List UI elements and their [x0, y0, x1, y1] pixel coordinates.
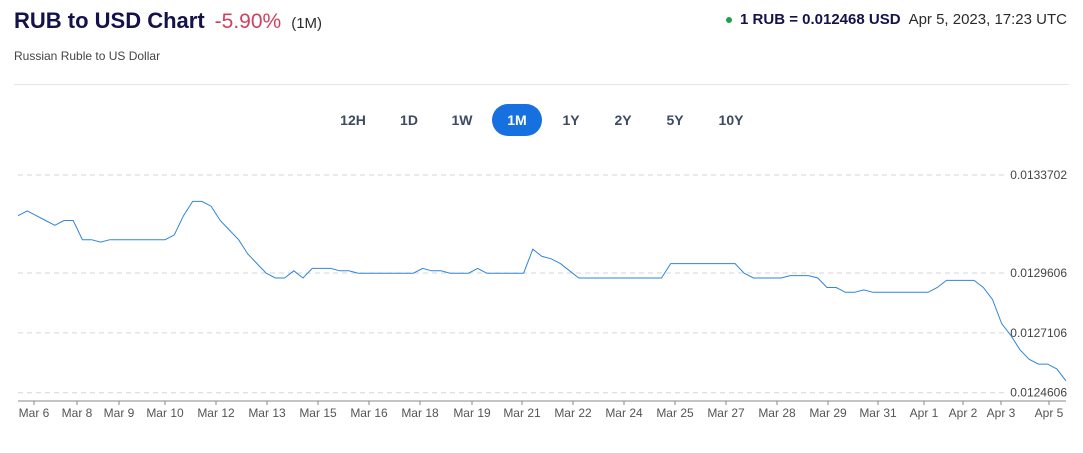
tab-10y[interactable]: 10Y [718, 112, 744, 128]
x-tick-label: Mar 21 [503, 406, 541, 420]
tab-2y[interactable]: 2Y [614, 112, 632, 128]
x-tick-label: Mar 29 [809, 406, 847, 420]
period-label: (1M) [291, 15, 323, 32]
x-tick-label: Mar 13 [248, 406, 286, 420]
rate-value: 1 RUB = 0.012468 USD [740, 11, 901, 28]
y-tick-label: 0.0124606 [1010, 386, 1067, 400]
x-tick-label: Mar 27 [707, 406, 745, 420]
header-divider [14, 84, 1069, 85]
x-tick-label: Mar 16 [350, 406, 388, 420]
page-subtitle: Russian Ruble to US Dollar [14, 49, 161, 63]
tab-1d[interactable]: 1D [400, 112, 418, 128]
grid-lines [18, 174, 1004, 394]
y-tick-label: 0.0129606 [1010, 266, 1067, 280]
live-status-dot-icon [726, 16, 733, 23]
x-tick-label: Mar 6 [19, 406, 50, 420]
y-tick-label: 0.0133702 [1010, 168, 1067, 182]
x-tick-label: Mar 25 [656, 406, 694, 420]
title-row: RUB to USD Chart -5.90% (1M) [14, 8, 322, 34]
period-tabs: 12H 1D 1W 1M 1Y 2Y 5Y 10Y [0, 104, 1083, 136]
x-tick-label: Apr 2 [949, 406, 978, 420]
x-tick-label: Mar 15 [299, 406, 337, 420]
tab-1y[interactable]: 1Y [562, 112, 580, 128]
page-title: RUB to USD Chart [14, 8, 205, 33]
x-tick-label: Apr 3 [987, 406, 1016, 420]
x-tick-label: Mar 24 [605, 406, 643, 420]
x-tick-label: Mar 8 [62, 406, 93, 420]
tab-1m[interactable]: 1M [492, 104, 542, 136]
x-tick-label: Mar 9 [104, 406, 135, 420]
tab-12h[interactable]: 12H [340, 112, 366, 128]
x-tick-label: Mar 19 [453, 406, 491, 420]
tab-1w[interactable]: 1W [451, 112, 473, 128]
percent-change: -5.90% [214, 10, 282, 33]
x-axis-labels: Mar 6 Mar 8 Mar 9 Mar 10 Mar 12 Mar 13 Mar 15 M… [19, 401, 1064, 420]
x-tick-label: Mar 18 [401, 406, 439, 420]
x-tick-label: Mar 31 [859, 406, 897, 420]
x-tick-label: Mar 12 [197, 406, 235, 420]
tab-5y[interactable]: 5Y [666, 112, 684, 128]
rate-timestamp: Apr 5, 2023, 17:23 UTC [908, 11, 1067, 28]
x-tick-label: Mar 28 [758, 406, 796, 420]
x-tick-label: Mar 22 [554, 406, 592, 420]
series-line [17, 200, 1067, 382]
y-axis-labels: 0.0133702 0.0129606 0.0127106 0.0124606 [1010, 168, 1067, 400]
series-layer [17, 200, 1067, 382]
y-tick-label: 0.0127106 [1010, 326, 1067, 340]
x-tick-label: Apr 5 [1035, 406, 1064, 420]
x-tick-label: Apr 1 [910, 406, 939, 420]
current-rate: 1 RUB = 0.012468 USD Apr 5, 2023, 17:23 … [726, 11, 1067, 28]
x-tick-label: Mar 10 [146, 406, 184, 420]
